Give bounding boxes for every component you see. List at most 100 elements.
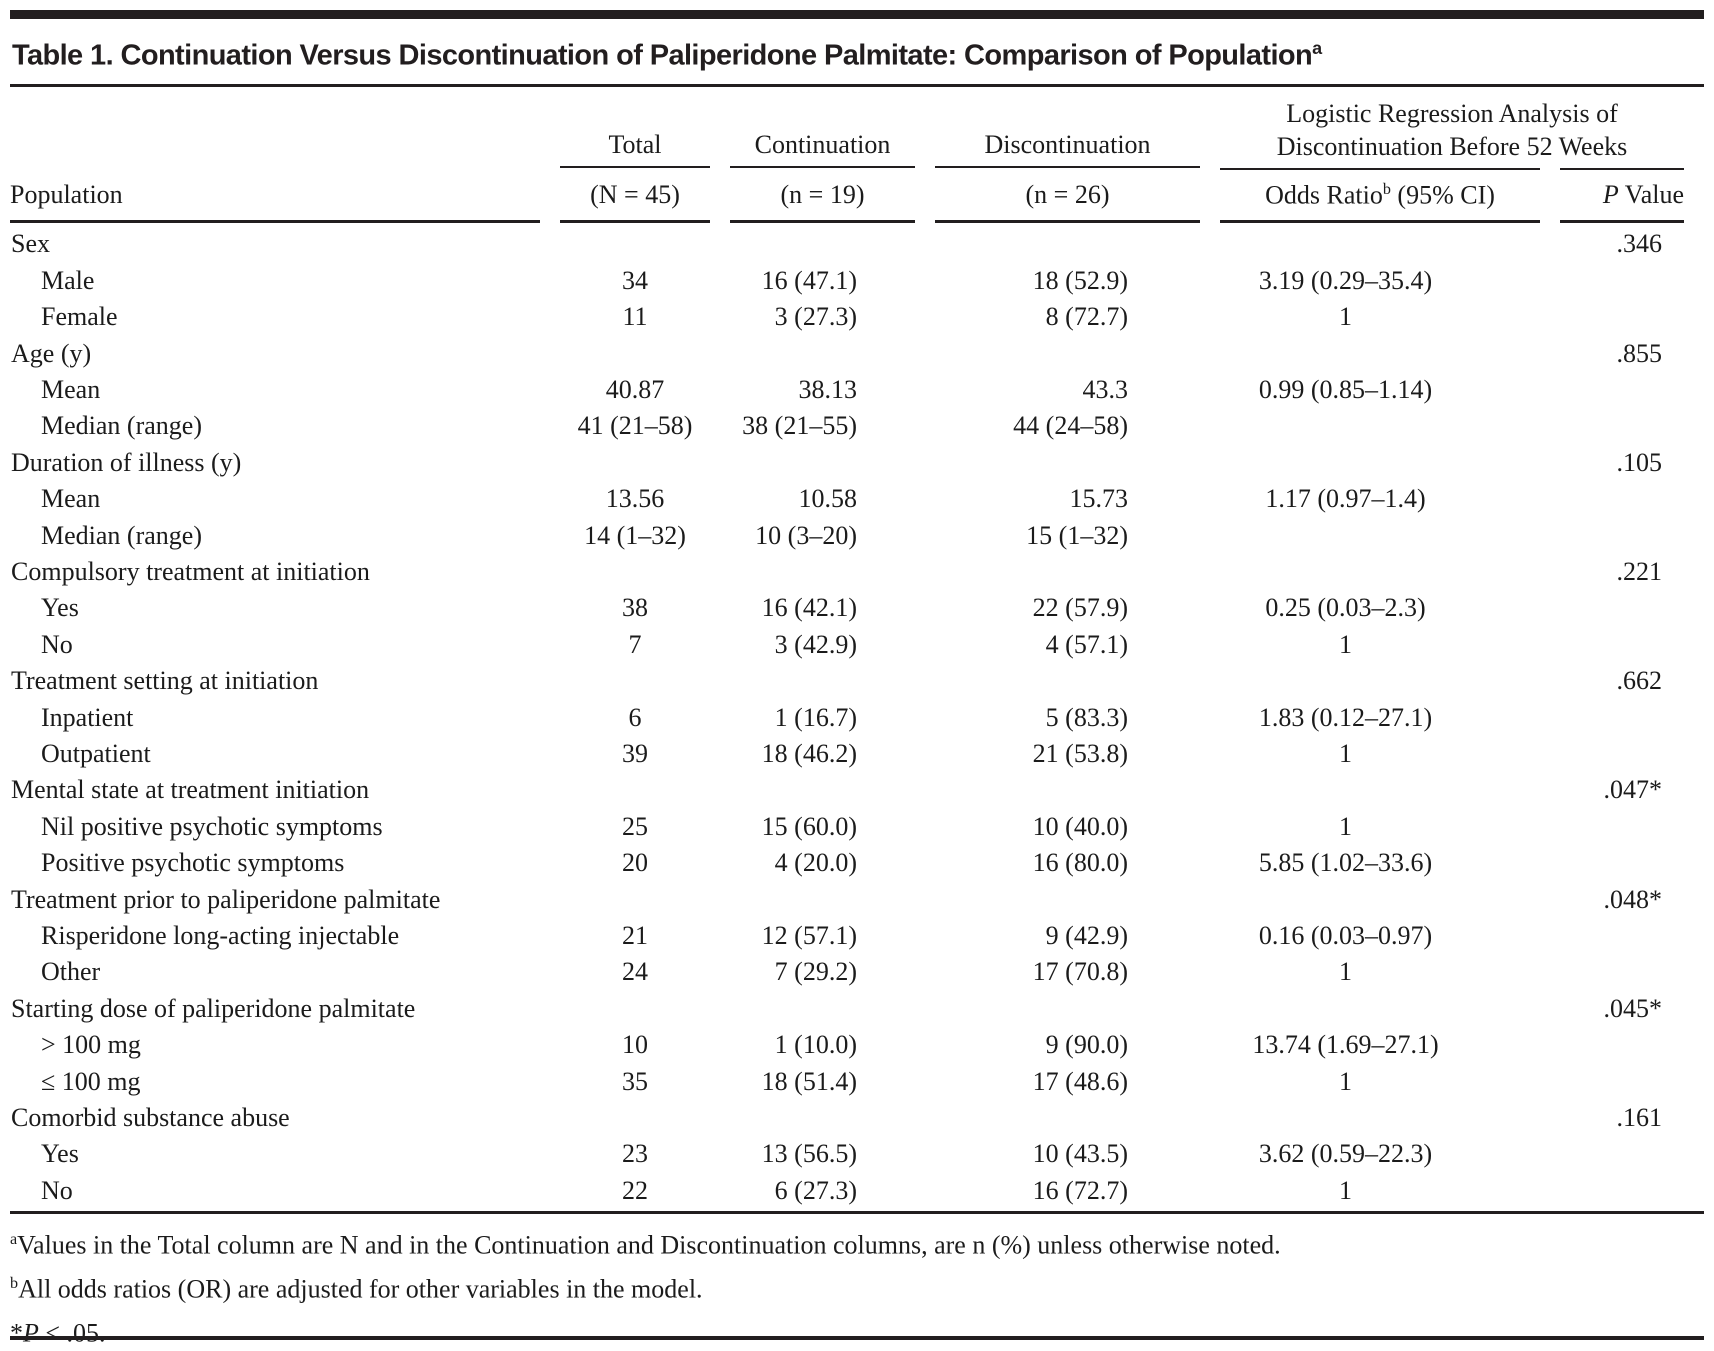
p-value-cell: .161 — [1616, 1103, 1663, 1133]
table-bottom-rule — [10, 1211, 1704, 1215]
table-row: Compulsory treatment at initiation .221 — [10, 554, 1684, 590]
table-body: Sex .346 Male 34 16 (47.1) 18 (52.9) 3.1… — [10, 223, 1684, 1209]
discontinuation-cell — [935, 1100, 1200, 1136]
row-label-cell: Median (range) — [10, 408, 540, 444]
table-row: Starting dose of paliperidone palmitate … — [10, 991, 1684, 1027]
p-value-subheader: P Value — [1560, 167, 1684, 224]
table-row: Mean 13.56 10.58 15.73 1.17 (0.97–1.4) — [10, 481, 1684, 517]
footnote-text: All odds ratios (OR) are adjusted for ot… — [18, 1274, 703, 1304]
discontinuation-cell: 44 (24–58) — [1013, 411, 1128, 441]
p-value-cell: .048* — [1603, 884, 1663, 914]
discontinuation-cell: 9 (42.9) — [1045, 921, 1128, 951]
odds-ratio-cell: 1 — [1339, 739, 1352, 768]
row-label: Mean — [41, 484, 101, 514]
row-label-cell: Inpatient — [10, 700, 540, 736]
footnote-line: bAll odds ratios (OR) are adjusted for o… — [10, 1265, 1704, 1309]
discontinuation-cell — [935, 554, 1200, 590]
table-row: Duration of illness (y) .105 — [10, 445, 1684, 481]
odds-ratio-cell: 1 — [1339, 1175, 1352, 1205]
footnote-asterisk: * — [10, 1318, 23, 1348]
row-label: Compulsory treatment at initiation — [11, 556, 370, 586]
continuation-cell: 16 (47.1) — [761, 265, 857, 295]
row-label-cell: Compulsory treatment at initiation — [10, 554, 540, 590]
row-label-cell: No — [10, 627, 540, 663]
table-row: Other 24 7 (29.2) 17 (70.8) 1 — [10, 954, 1684, 990]
discontinuation-cell: 21 (53.8) — [1032, 739, 1128, 768]
p-value-cell — [1560, 1064, 1684, 1100]
table-header: Total Continuation Discontinuation Logis… — [10, 87, 1684, 224]
table-row: Sex .346 — [10, 223, 1684, 262]
continuation-cell: 12 (57.1) — [761, 921, 857, 951]
discontinuation-cell — [935, 223, 1200, 262]
discontinuation-cell: 15.73 — [1069, 484, 1129, 514]
row-label-cell: ≤ 100 mg — [10, 1064, 540, 1100]
p-value-cell — [1560, 590, 1684, 626]
discontinuation-cell: 15 (1–32) — [1026, 520, 1128, 550]
table-row: Comorbid substance abuse .161 — [10, 1100, 1684, 1136]
total-cell: 34 — [622, 265, 648, 295]
row-label-cell: Female — [10, 299, 540, 335]
total-n-subheader: (N = 45) — [560, 168, 710, 224]
continuation-cell: 4 (20.0) — [774, 848, 857, 878]
row-label: Treatment setting at initiation — [11, 666, 319, 696]
p-value-cell — [1560, 263, 1684, 299]
table-row: > 100 mg 10 1 (10.0) 9 (90.0) 13.74 (1.6… — [10, 1027, 1684, 1063]
logistic-regression-spanner-header: Logistic Regression Analysis of Disconti… — [1276, 98, 1628, 161]
table-row: Yes 38 16 (42.1) 22 (57.9) 0.25 (0.03–2.… — [10, 590, 1684, 626]
total-cell: 14 (1–32) — [584, 520, 686, 550]
table-title-footnote-marker: a — [1312, 38, 1322, 58]
row-label: No — [41, 1175, 73, 1205]
row-label: Comorbid substance abuse — [11, 1103, 290, 1133]
row-label: Sex — [11, 229, 50, 259]
table-row: Risperidone long-acting injectable 21 12… — [10, 918, 1684, 954]
row-label: > 100 mg — [41, 1030, 141, 1060]
continuation-n-subheader: (n = 19) — [730, 168, 915, 224]
footnote-marker: b — [10, 1274, 19, 1292]
continuation-cell: 1 (16.7) — [774, 702, 857, 732]
total-cell: 23 — [622, 1139, 648, 1169]
odds-ratio-subheader: Odds Ratiob (95% CI) — [1220, 167, 1540, 224]
row-label-cell: Age (y) — [10, 336, 540, 372]
footnote-italic-text: P — [23, 1318, 39, 1348]
row-label: Median (range) — [41, 411, 202, 441]
row-label: Outpatient — [41, 739, 151, 768]
p-value-cell — [1560, 1027, 1684, 1063]
table-title: Table 1. Continuation Versus Discontinua… — [12, 28, 1704, 76]
total-cell — [560, 663, 710, 699]
odds-ratio-cell: 5.85 (1.02–33.6) — [1258, 848, 1433, 878]
total-cell: 41 (21–58) — [577, 411, 693, 441]
row-label-cell: Outpatient — [10, 736, 540, 772]
discontinuation-cell: 16 (72.7) — [1032, 1175, 1128, 1205]
comparison-table: Total Continuation Discontinuation Logis… — [0, 87, 1704, 1210]
column-group-header-row: Total Continuation Discontinuation Logis… — [10, 87, 1684, 168]
table-row: Male 34 16 (47.1) 18 (52.9) 3.19 (0.29–3… — [10, 263, 1684, 299]
p-value-cell — [1560, 809, 1684, 845]
p-value-cell — [1560, 518, 1684, 554]
row-label-cell: Mean — [10, 372, 540, 408]
total-cell: 11 — [622, 302, 648, 332]
odds-ratio-cell: 3.19 (0.29–35.4) — [1258, 265, 1433, 295]
discontinuation-cell: 16 (80.0) — [1032, 848, 1128, 878]
footnote-text: < .05. — [38, 1318, 106, 1348]
discontinuation-cell: 43.3 — [1082, 374, 1129, 404]
total-cell — [560, 554, 710, 590]
footnote-line: aValues in the Total column are N and in… — [10, 1221, 1704, 1265]
row-label: Nil positive psychotic symptoms — [41, 811, 383, 841]
row-label: Treatment prior to paliperidone palmitat… — [11, 884, 441, 914]
table-row: Female 11 3 (27.3) 8 (72.7) 1 — [10, 299, 1684, 335]
table-row: Yes 23 13 (56.5) 10 (43.5) 3.62 (0.59–22… — [10, 1136, 1684, 1172]
p-value-cell: .221 — [1616, 556, 1663, 586]
total-cell: 25 — [622, 811, 648, 841]
row-label: Positive psychotic symptoms — [41, 848, 345, 878]
row-label-cell: Male — [10, 263, 540, 299]
odds-ratio-cell — [1220, 663, 1540, 699]
continuation-cell — [730, 663, 915, 699]
table-row: Nil positive psychotic symptoms 25 15 (6… — [10, 809, 1684, 845]
discontinuation-cell: 10 (40.0) — [1032, 811, 1128, 841]
odds-ratio-cell: 1 — [1339, 629, 1352, 659]
discontinuation-cell: 10 (43.5) — [1032, 1139, 1128, 1169]
odds-ratio-cell: 1.17 (0.97–1.4) — [1265, 484, 1426, 514]
p-value-cell — [1560, 700, 1684, 736]
row-label: Risperidone long-acting injectable — [41, 921, 400, 951]
row-label-cell: No — [10, 1173, 540, 1209]
